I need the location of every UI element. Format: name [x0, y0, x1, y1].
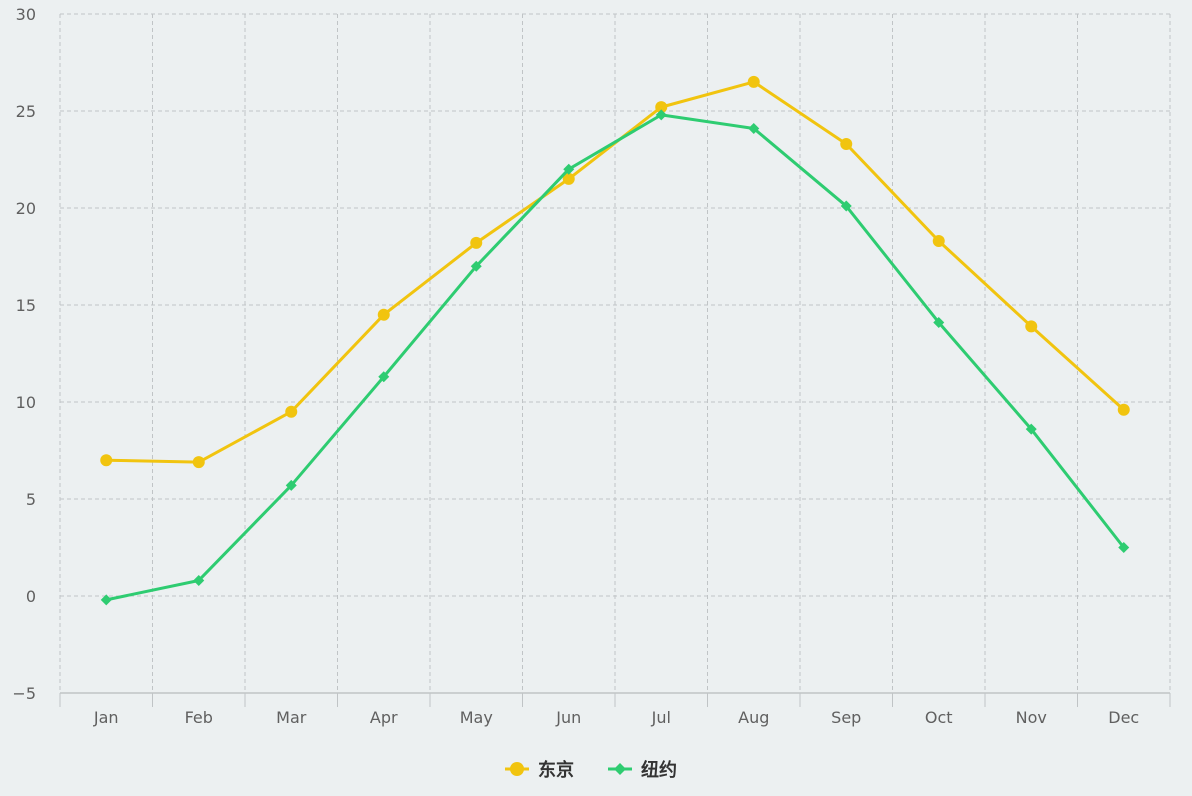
x-tick-label: Apr — [370, 708, 398, 727]
legend-label: 东京 — [538, 759, 574, 781]
data-point[interactable] — [748, 122, 760, 134]
legend-item[interactable]: 纽约 — [608, 759, 677, 781]
data-point[interactable] — [192, 456, 205, 469]
data-point[interactable] — [655, 109, 667, 121]
data-point[interactable] — [100, 594, 112, 606]
x-tick-label: May — [460, 708, 493, 727]
y-tick-label: 15 — [16, 296, 36, 315]
x-tick-label: Sep — [831, 708, 861, 727]
data-point[interactable] — [562, 172, 575, 185]
series — [100, 75, 1130, 606]
x-tick-label: Jul — [651, 708, 671, 727]
y-tick-label: 10 — [16, 393, 36, 412]
data-point[interactable] — [1025, 423, 1037, 435]
legend-marker-icon[interactable] — [614, 763, 626, 775]
data-point[interactable] — [378, 371, 390, 383]
series-line — [104, 113, 1126, 602]
legend-label: 纽约 — [641, 759, 677, 781]
data-point[interactable] — [1118, 542, 1130, 553]
data-point[interactable] — [377, 308, 390, 321]
data-point[interactable] — [100, 454, 113, 467]
data-point[interactable] — [285, 479, 297, 491]
legend-marker-icon[interactable] — [510, 762, 524, 776]
data-point[interactable] — [470, 236, 483, 249]
x-tick-label: Jun — [555, 708, 581, 727]
y-tick-label: 30 — [16, 5, 36, 24]
series-line — [104, 80, 1126, 464]
data-point[interactable] — [285, 405, 298, 418]
legend[interactable]: 东京 纽约 — [505, 759, 677, 781]
x-tick-label: Oct — [925, 708, 953, 727]
data-point[interactable] — [1025, 320, 1038, 333]
data-point[interactable] — [840, 137, 853, 150]
y-tick-label: −5 — [12, 684, 36, 703]
x-tick-label: Dec — [1108, 708, 1139, 727]
series-1 — [100, 109, 1130, 606]
data-point[interactable] — [932, 234, 945, 247]
x-tick-label: Aug — [738, 708, 769, 727]
data-point[interactable] — [933, 316, 945, 328]
data-point[interactable] — [563, 163, 575, 175]
data-point[interactable] — [1117, 403, 1130, 416]
axes: −5 0 5 10 15 20 25 30 Jan Feb Mar Apr May Jun Jul Aug Se… — [12, 5, 1171, 727]
data-point[interactable] — [840, 200, 852, 212]
x-tick-label: Jan — [93, 708, 119, 727]
grid — [59, 13, 1171, 694]
x-tick-label: Feb — [185, 708, 213, 727]
data-point[interactable] — [747, 75, 760, 88]
data-point[interactable] — [193, 574, 205, 586]
data-point[interactable] — [470, 260, 482, 272]
y-tick-label: 0 — [26, 587, 36, 606]
y-tick-label: 25 — [16, 102, 36, 121]
data-point[interactable] — [655, 101, 668, 114]
y-tick-label: 5 — [26, 490, 36, 509]
y-tick-label: 20 — [16, 199, 36, 218]
legend-item[interactable]: 东京 — [505, 759, 574, 781]
x-tick-label: Nov — [1016, 708, 1047, 727]
x-tick-label: Mar — [276, 708, 307, 727]
